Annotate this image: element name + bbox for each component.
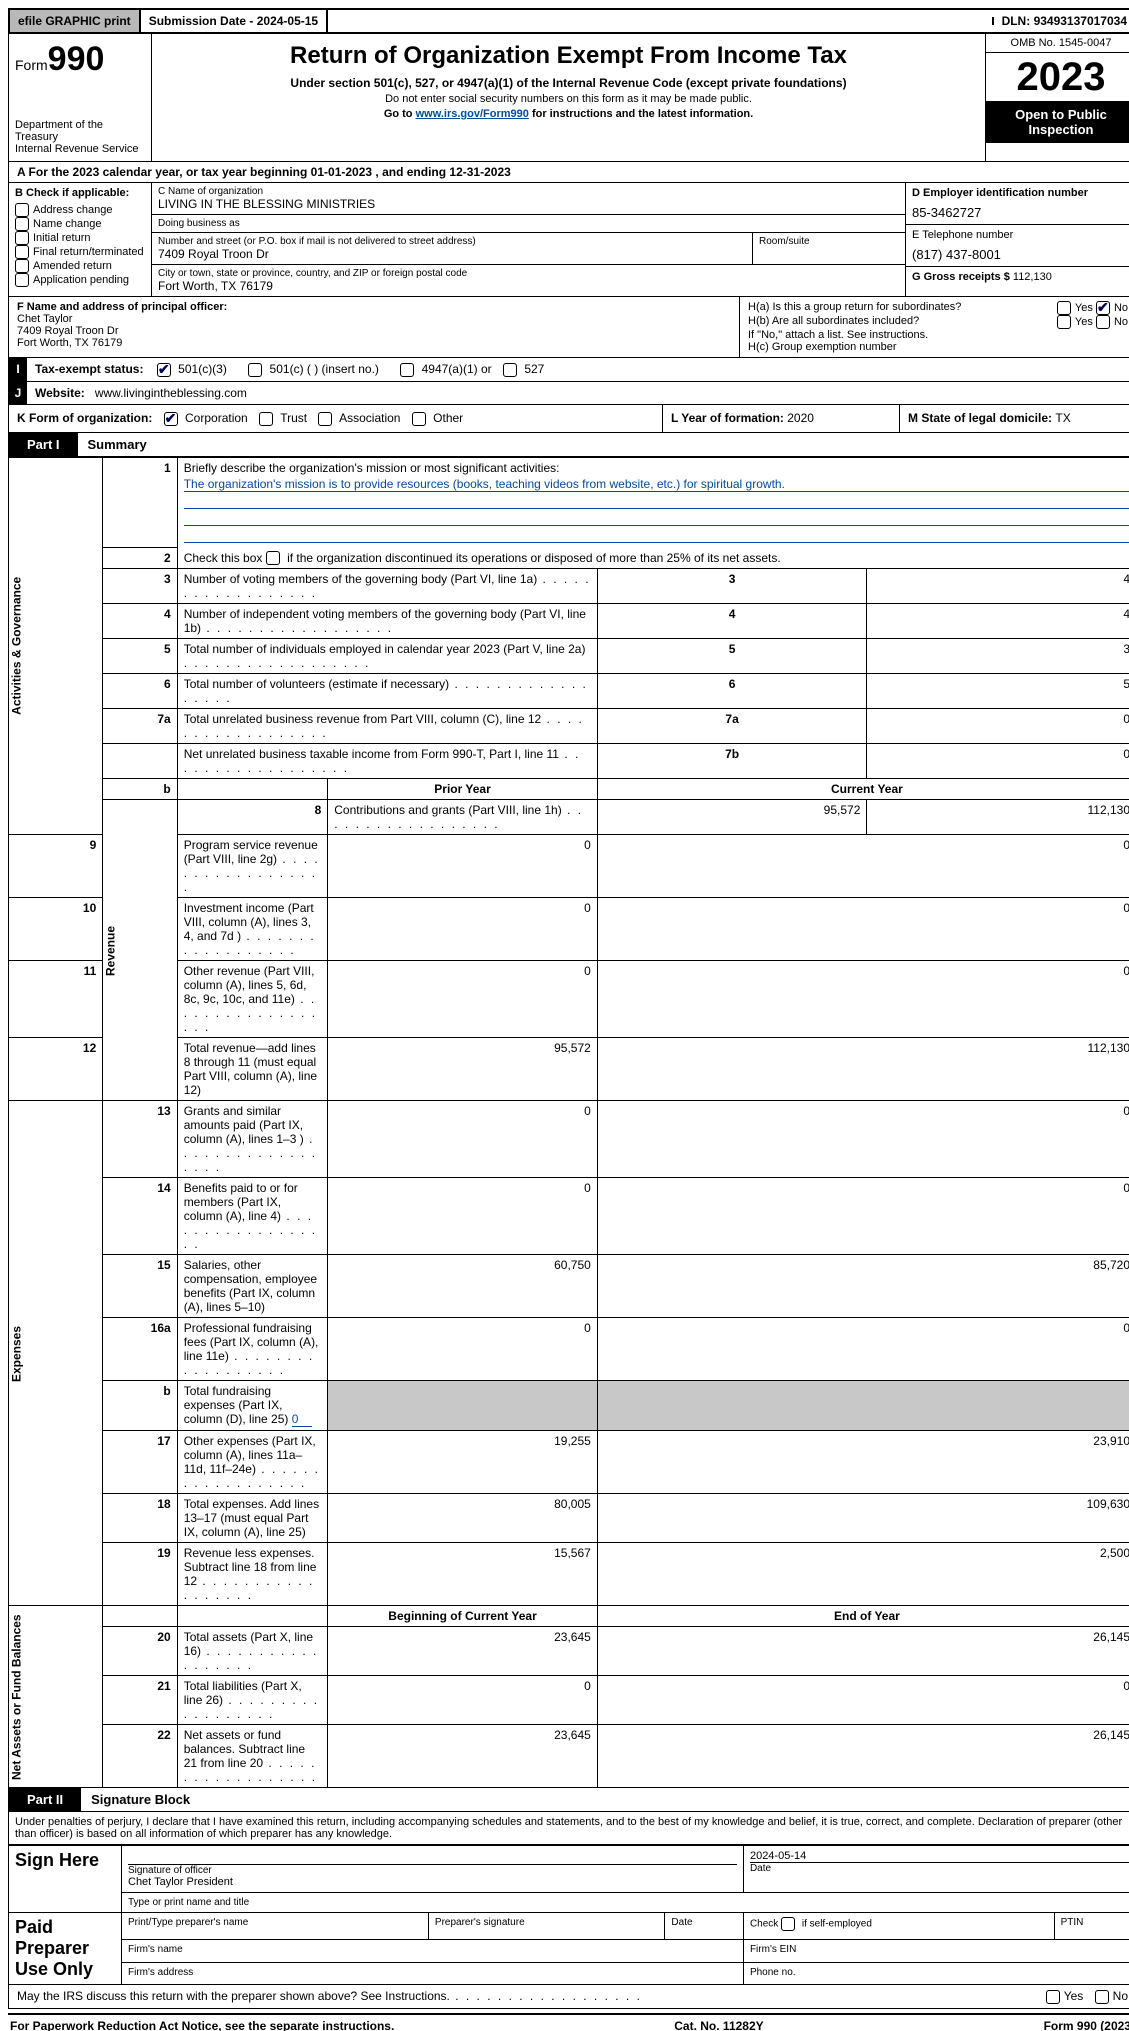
form-subtitle: Under section 501(c), 527, or 4947(a)(1)… <box>162 76 975 90</box>
chk-discuss-no[interactable] <box>1095 1990 1109 2004</box>
org-name-cell: C Name of organization LIVING IN THE BLE… <box>152 183 905 215</box>
paid-preparer-label: Paid Preparer Use Only <box>9 1913 122 1985</box>
chk-501c[interactable] <box>248 363 262 377</box>
form-header: Form990 Department of the Treasury Inter… <box>8 34 1129 162</box>
principal-officer: F Name and address of principal officer:… <box>9 297 740 357</box>
omb-number: OMB No. 1545-0047 <box>986 34 1129 53</box>
summary-table: Activities & Governance 1 Briefly descri… <box>8 457 1129 1789</box>
chk-other[interactable] <box>412 412 426 426</box>
dept-treasury: Department of the Treasury Internal Reve… <box>15 119 145 155</box>
form-of-org: K Form of organization: Corporation Trus… <box>9 405 662 432</box>
chk-hb-yes[interactable] <box>1057 315 1071 329</box>
page-footer: For Paperwork Reduction Act Notice, see … <box>8 2013 1129 2031</box>
signature-table: Sign Here Signature of officer Chet Tayl… <box>8 1845 1129 1985</box>
chk-trust[interactable] <box>259 412 273 426</box>
chk-ha-no[interactable] <box>1096 301 1110 315</box>
part2-header: Part II Signature Block <box>8 1788 1129 1812</box>
line-a-tax-year: A For the 2023 calendar year, or tax yea… <box>8 162 1129 183</box>
chk-ha-yes[interactable] <box>1057 301 1071 315</box>
label-i: I <box>9 358 27 381</box>
year-formation: L Year of formation: 2020 <box>662 405 899 432</box>
form-title: Return of Organization Exempt From Incom… <box>162 42 975 70</box>
irs-discuss-row: May the IRS discuss this return with the… <box>8 1985 1129 2009</box>
chk-hb-no[interactable] <box>1096 315 1110 329</box>
form-number: Form990 <box>15 40 145 79</box>
chk-assoc[interactable] <box>318 412 332 426</box>
website-row: Website: www.livingintheblessing.com <box>27 382 1129 404</box>
chk-corp[interactable] <box>164 412 178 426</box>
open-inspection: Open to Public Inspection <box>986 101 1129 143</box>
submission-date: Submission Date - 2024-05-15 <box>141 10 328 32</box>
dba-cell: Doing business as <box>152 215 905 233</box>
chk-address-change[interactable] <box>15 203 29 217</box>
sign-here-label: Sign Here <box>9 1846 122 1913</box>
chk-527[interactable] <box>503 363 517 377</box>
chk-discontinued[interactable] <box>266 551 280 565</box>
irs-link[interactable]: www.irs.gov/Form990 <box>416 108 529 120</box>
chk-4947[interactable] <box>400 363 414 377</box>
chk-application-pending[interactable] <box>15 273 29 287</box>
room-cell: Room/suite <box>753 233 905 264</box>
dln: DLN: 93493137017034 <box>994 10 1129 32</box>
col-b-checkboxes: B Check if applicable: Address change Na… <box>9 183 152 296</box>
label-j: J <box>9 382 27 404</box>
part1-header: Part I Summary <box>8 433 1129 457</box>
gross-receipts-cell: G Gross receipts $ 112,130 <box>906 267 1129 296</box>
ein-cell: D Employer identification number 85-3462… <box>906 183 1129 225</box>
tax-exempt-status: Tax-exempt status: 501(c)(3) 501(c) ( ) … <box>27 358 1129 381</box>
chk-final-return[interactable] <box>15 245 29 259</box>
vlabel-expenses: Expenses <box>9 1101 103 1606</box>
chk-discuss-yes[interactable] <box>1046 1990 1060 2004</box>
chk-name-change[interactable] <box>15 217 29 231</box>
city-cell: City or town, state or province, country… <box>152 265 905 296</box>
efile-print-button[interactable]: efile GRAPHIC print <box>10 10 141 32</box>
chk-amended-return[interactable] <box>15 259 29 273</box>
vlabel-governance: Activities & Governance <box>9 457 103 835</box>
mission-text: The organization's mission is to provide… <box>184 477 1129 492</box>
ssn-note: Do not enter social security numbers on … <box>162 93 975 105</box>
street-cell: Number and street (or P.O. box if mail i… <box>152 233 753 264</box>
chk-501c3[interactable] <box>157 363 171 377</box>
group-return-h: H(a) Is this a group return for subordin… <box>740 297 1129 357</box>
tax-year: 2023 <box>986 53 1129 101</box>
chk-initial-return[interactable] <box>15 231 29 245</box>
perjury-statement: Under penalties of perjury, I declare th… <box>8 1812 1129 1845</box>
state-domicile: M State of legal domicile: TX <box>899 405 1129 432</box>
phone-cell: E Telephone number (817) 437-8001 <box>906 225 1129 267</box>
vlabel-netassets: Net Assets or Fund Balances <box>9 1606 103 1788</box>
chk-self-employed[interactable] <box>781 1917 795 1931</box>
vlabel-revenue: Revenue <box>103 800 177 1101</box>
efile-topbar: efile GRAPHIC print Submission Date - 20… <box>8 8 1129 34</box>
